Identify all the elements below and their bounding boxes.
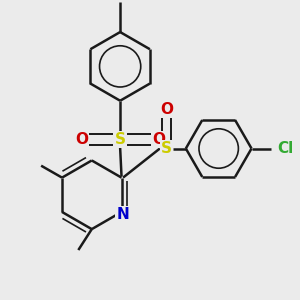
Text: O: O (152, 132, 166, 147)
Text: S: S (115, 132, 126, 147)
Text: S: S (161, 141, 172, 156)
Text: N: N (117, 207, 129, 222)
Text: Cl: Cl (278, 141, 294, 156)
Text: O: O (75, 132, 88, 147)
Text: O: O (160, 102, 173, 117)
